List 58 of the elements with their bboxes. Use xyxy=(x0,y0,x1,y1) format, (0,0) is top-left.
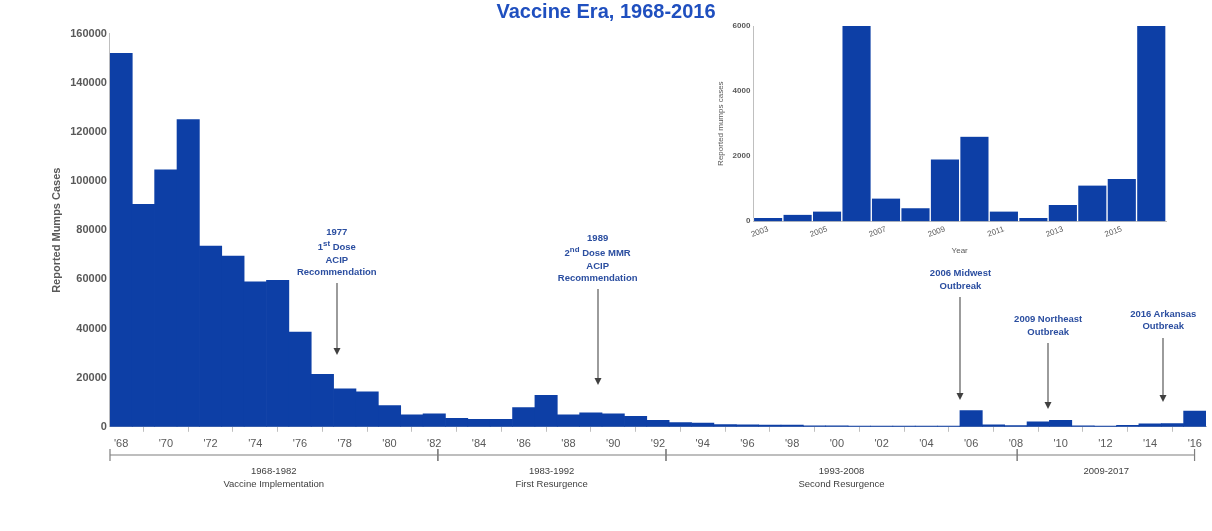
x-tick-label: '76 xyxy=(292,437,308,450)
x-tick-label: '70 xyxy=(158,437,173,450)
y-tick-label: 6000 xyxy=(732,21,751,31)
text: 1989 2$^{nd}$ Dose MMR ACIP Recommendation xyxy=(557,231,638,283)
x-tick-label: 2003 xyxy=(749,224,771,239)
x-tick-label: '06 xyxy=(963,437,979,450)
y-tick-label: 140000 xyxy=(70,75,107,88)
x-tick-label: '12 xyxy=(1098,437,1113,450)
x-tick-label: 2005 xyxy=(808,224,830,239)
y-tick-label: 0 xyxy=(100,419,107,432)
x-tick-label: '08 xyxy=(1008,437,1024,450)
y-tick-label: 60000 xyxy=(76,272,107,285)
x-tick-label: '96 xyxy=(740,437,755,450)
x-tick-label: '84 xyxy=(471,437,487,450)
x-tick-label: '68 xyxy=(113,437,129,450)
x-tick-label: '88 xyxy=(561,437,576,450)
x-tick-label: '94 xyxy=(695,437,710,450)
text: 1983-1992 First Resurgence xyxy=(515,464,588,491)
y-tick-label: 120000 xyxy=(70,124,107,137)
x-tick-label: '04 xyxy=(919,437,934,450)
x-tick-label: 2009 xyxy=(926,224,947,239)
chart-title: Vaccine Era, 1968-2016 xyxy=(495,0,717,23)
x-tick-label: '72 xyxy=(203,437,218,450)
y-tick-label: 20000 xyxy=(76,370,107,383)
x-tick-label: '98 xyxy=(785,437,800,450)
y-tick-label: 80000 xyxy=(76,223,107,236)
x-tick-label: '16 xyxy=(1187,437,1202,450)
x-tick-label: '10 xyxy=(1053,437,1068,450)
x-tick-label: 2015 xyxy=(1103,224,1124,239)
x-tick-label: 2013 xyxy=(1044,224,1065,239)
x-tick-label: '90 xyxy=(606,437,621,450)
x-tick-label: '78 xyxy=(337,437,352,450)
text: 2009-2017 xyxy=(1083,464,1129,478)
y-axis-title: Reported mumps cases xyxy=(716,81,725,166)
x-tick-label: '00 xyxy=(829,437,845,450)
x-tick-label: '02 xyxy=(874,437,889,450)
x-tick-label: '82 xyxy=(427,437,442,450)
x-tick-label: '86 xyxy=(516,437,531,450)
y-tick-label: 2000 xyxy=(732,151,751,161)
x-tick-label: '74 xyxy=(248,437,263,450)
y-tick-label: 40000 xyxy=(76,321,107,334)
text: 1993-2008 Second Resurgence xyxy=(798,464,885,491)
x-tick-label: '14 xyxy=(1142,437,1158,450)
x-tick-label: 2011 xyxy=(986,224,1006,239)
x-axis-title: Year xyxy=(951,246,969,256)
y-tick-label: 160000 xyxy=(70,26,107,39)
annotation: 2006 Midwest Outbreak xyxy=(929,267,992,294)
x-tick-label: '92 xyxy=(650,437,666,450)
annotation: 1977 1$^{st}$ Dose ACIP Recommendation xyxy=(296,225,377,279)
text: 1968-1982 Vaccine Implementation xyxy=(223,464,325,491)
y-tick-label: 0 xyxy=(745,216,751,226)
x-tick-label: '80 xyxy=(382,437,397,450)
annotation: 2016 Arkansas Outbreak xyxy=(1130,308,1197,334)
y-tick-label: 100000 xyxy=(70,174,107,187)
y-axis-title: Reported Mumps Cases xyxy=(49,167,62,293)
annotation: 2009 Northeast Outbreak xyxy=(1014,313,1083,340)
x-tick-label: 2007 xyxy=(867,224,888,239)
y-tick-label: 4000 xyxy=(732,86,751,96)
